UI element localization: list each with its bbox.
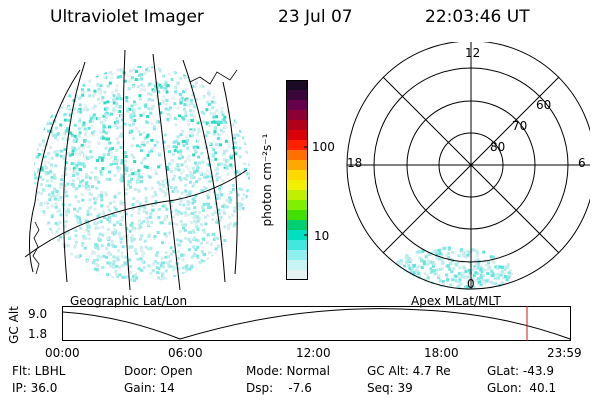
observation-date: 23 Jul 07 bbox=[278, 7, 353, 27]
filter-value: Flt: LBHL bbox=[12, 364, 66, 378]
colorbar-unit-label: photon cm⁻²s⁻¹ bbox=[260, 133, 274, 227]
glat-value: GLat: -43.9 bbox=[487, 364, 554, 378]
seq-value: Seq: 39 bbox=[367, 381, 413, 395]
colorbar-tick-10: 10 bbox=[314, 229, 330, 243]
mlt-label-18: 18 bbox=[347, 156, 363, 170]
time-tick-0600: 06:00 bbox=[168, 346, 203, 360]
polar-map-label: Apex MLat/MLT bbox=[411, 294, 501, 308]
mlat-label-80: 80 bbox=[490, 140, 506, 154]
geo-map-label: Geographic Lat/Lon bbox=[70, 294, 188, 308]
mode-value: Mode: Normal bbox=[246, 364, 330, 378]
mlt-label-6: 6 bbox=[578, 156, 586, 170]
altitude-ytick-min: 1.8 bbox=[28, 327, 48, 341]
mlat-label-70: 70 bbox=[512, 119, 528, 133]
glon-value: GLon: 40.1 bbox=[487, 381, 557, 395]
colorbar-tick-100: 100 bbox=[312, 140, 335, 154]
polar-mlt-plot bbox=[346, 42, 590, 290]
time-tick-2359: 23:59 bbox=[547, 346, 582, 360]
observation-time: 22:03:46 UT bbox=[425, 7, 530, 27]
mlt-label-12: 12 bbox=[465, 46, 481, 60]
time-tick-0000: 00:00 bbox=[45, 346, 80, 360]
instrument-title: Ultraviolet Imager bbox=[50, 7, 204, 27]
mlat-label-60: 60 bbox=[536, 98, 552, 112]
time-tick-1800: 18:00 bbox=[424, 346, 459, 360]
mlt-label-0: 0 bbox=[467, 277, 475, 291]
gain-value: Gain: 14 bbox=[124, 381, 175, 395]
geographic-auroral-image bbox=[25, 49, 250, 290]
time-tick-1200: 12:00 bbox=[296, 346, 331, 360]
gc-alt-value: GC Alt: 4.7 Re bbox=[367, 364, 451, 378]
ip-value: IP: 36.0 bbox=[12, 381, 58, 395]
coastline bbox=[32, 69, 238, 275]
altitude-ylabel: GC Alt bbox=[7, 306, 21, 344]
dsp-value: Dsp: -7.6 bbox=[246, 381, 312, 395]
intensity-colorbar bbox=[286, 80, 308, 280]
altitude-plot bbox=[62, 306, 571, 341]
geo-grid-lines bbox=[25, 49, 248, 290]
door-value: Door: Open bbox=[124, 364, 193, 378]
altitude-ytick-max: 9.0 bbox=[28, 307, 48, 321]
